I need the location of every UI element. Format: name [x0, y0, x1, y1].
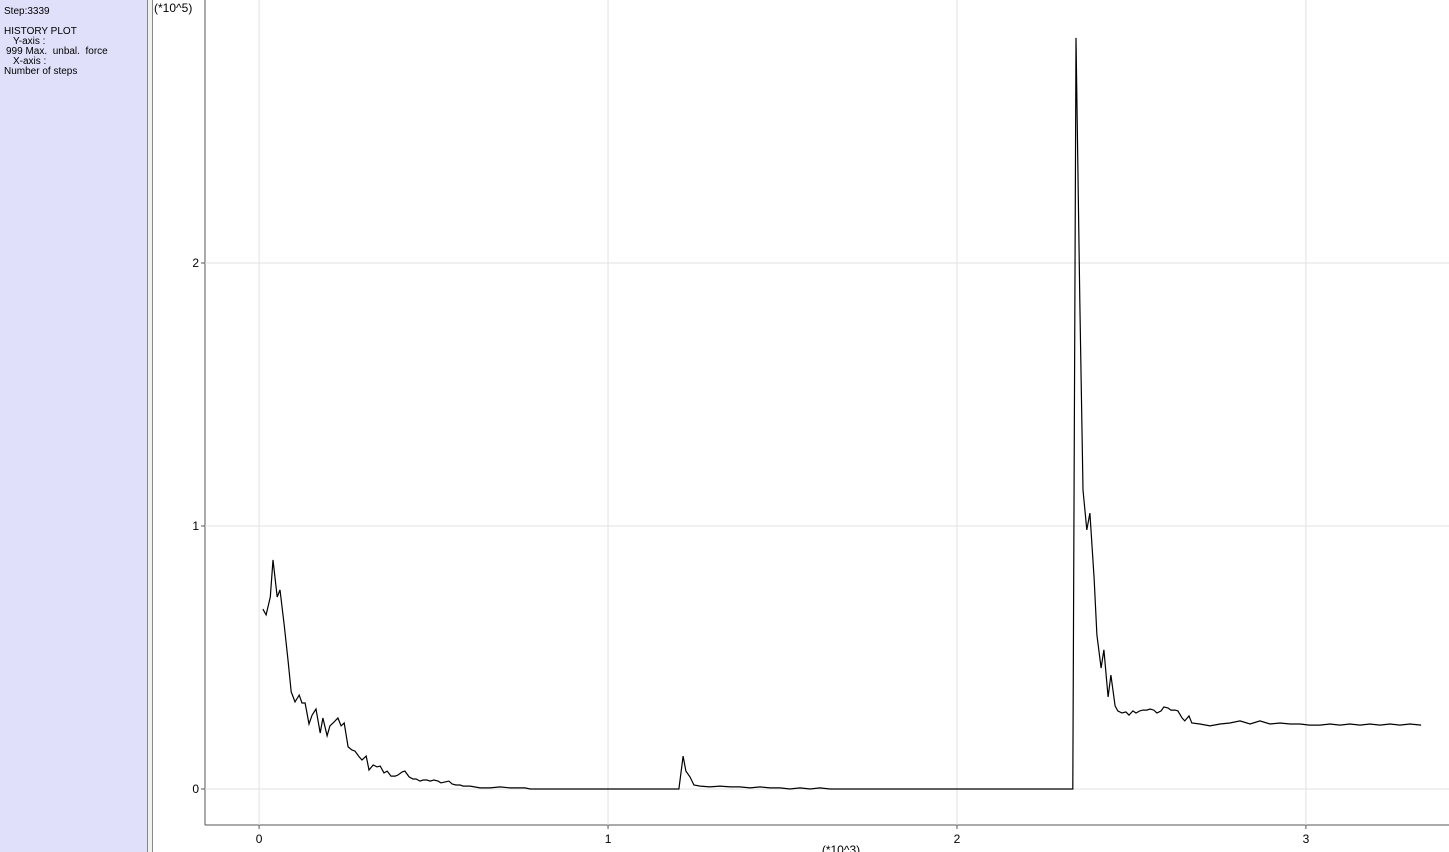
x-tick-label: 0 [256, 832, 263, 846]
x-tick-label: 1 [605, 832, 612, 846]
splitter[interactable] [148, 0, 153, 852]
x-axis-value: Number of steps [4, 66, 78, 77]
y-multiplier: (*10^5) [154, 1, 192, 15]
heading: HISTORY PLOT [4, 26, 77, 37]
step: Step:3339 [4, 6, 50, 17]
x-multiplier: (*10^3) [822, 843, 860, 852]
x-tick-label: 2 [954, 832, 961, 846]
y-axis-value: 999 Max. unbal. force [6, 46, 108, 57]
x-tick-label: 3 [1303, 832, 1310, 846]
x-axis-label: X-axis : [13, 56, 47, 67]
y-tick-label: 0 [192, 782, 199, 796]
info-panel: Step:3339 HISTORY PLOT Y-axis : 999 Max.… [0, 0, 148, 852]
y-tick-label: 2 [192, 256, 199, 270]
y-axis-label: Y-axis : [13, 36, 46, 47]
data-line [262, 37, 1422, 790]
y-tick-label: 1 [192, 519, 199, 533]
